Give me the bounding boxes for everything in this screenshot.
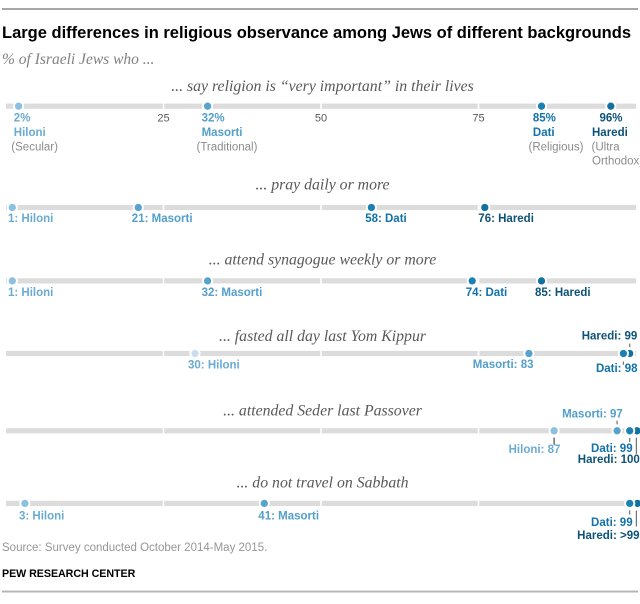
svg-text:Hiloni: Hiloni bbox=[14, 127, 46, 139]
svg-text:58: Dati: 58: Dati bbox=[365, 213, 407, 225]
svg-text:Dati: Dati bbox=[533, 127, 555, 139]
svg-text:85: Haredi: 85: Haredi bbox=[535, 287, 591, 299]
svg-text:Haredi: 99: Haredi: 99 bbox=[582, 331, 638, 343]
svg-text:76: Haredi: 76: Haredi bbox=[478, 213, 534, 225]
svg-text:PEW RESEARCH CENTER: PEW RESEARCH CENTER bbox=[2, 568, 136, 580]
svg-text:50: 50 bbox=[315, 112, 327, 124]
svg-text:2%: 2% bbox=[14, 112, 31, 124]
svg-text:30: Hiloni: 30: Hiloni bbox=[188, 360, 240, 372]
svg-text:32%: 32% bbox=[202, 112, 225, 124]
svg-text:... say religion is “very impo: ... say religion is “very important” in … bbox=[171, 78, 474, 95]
svg-text:3: Hiloni: 3: Hiloni bbox=[19, 510, 64, 522]
svg-text:Orthodox): Orthodox) bbox=[592, 155, 640, 167]
svg-text:Haredi: >99: Haredi: >99 bbox=[577, 530, 639, 542]
svg-text:Dati: 98: Dati: 98 bbox=[596, 363, 638, 375]
svg-text:... do not travel on Sabbath: ... do not travel on Sabbath bbox=[237, 474, 409, 491]
svg-text:(Traditional): (Traditional) bbox=[197, 141, 258, 153]
svg-text:(Religious): (Religious) bbox=[529, 141, 584, 153]
svg-text:Large differences in religious: Large differences in religious observanc… bbox=[2, 24, 631, 42]
svg-text:Hiloni: 87: Hiloni: 87 bbox=[509, 444, 561, 456]
svg-text:96%: 96% bbox=[600, 112, 623, 124]
svg-text:Masorti: Masorti bbox=[202, 127, 243, 139]
svg-text:85%: 85% bbox=[533, 112, 556, 124]
svg-text:Dati: 99: Dati: 99 bbox=[591, 443, 633, 455]
svg-text:32: Masorti: 32: Masorti bbox=[202, 287, 263, 299]
svg-text:25: 25 bbox=[157, 112, 169, 124]
svg-text:Masorti: 83: Masorti: 83 bbox=[473, 359, 534, 371]
svg-text:Masorti: 97: Masorti: 97 bbox=[562, 409, 623, 421]
svg-text:Haredi: 100: Haredi: 100 bbox=[578, 454, 640, 466]
svg-text:Dati: 99: Dati: 99 bbox=[591, 517, 633, 529]
svg-text:(Secular): (Secular) bbox=[11, 141, 58, 153]
svg-text:% of Israeli Jews who ...: % of Israeli Jews who ... bbox=[2, 51, 154, 68]
svg-text:1: Hiloni: 1: Hiloni bbox=[8, 213, 53, 225]
svg-text:21: Masorti: 21: Masorti bbox=[132, 213, 193, 225]
svg-text:(Ultra: (Ultra bbox=[592, 141, 621, 153]
svg-text:41: Masorti: 41: Masorti bbox=[258, 510, 319, 522]
svg-text:75: 75 bbox=[472, 112, 484, 124]
svg-text:... fasted all day last Yom Ki: ... fasted all day last Yom Kippur bbox=[219, 328, 427, 345]
svg-text:Haredi: Haredi bbox=[592, 127, 628, 139]
svg-text:... attend synagogue weekly or: ... attend synagogue weekly or more bbox=[209, 252, 437, 269]
svg-text:... attended Seder last Passov: ... attended Seder last Passover bbox=[223, 403, 423, 420]
svg-text:Source: Survey conducted Octob: Source: Survey conducted October 2014-Ma… bbox=[2, 542, 267, 554]
svg-text:1: Hiloni: 1: Hiloni bbox=[8, 287, 53, 299]
svg-text:74: Dati: 74: Dati bbox=[466, 287, 508, 299]
svg-text:... pray daily or more: ... pray daily or more bbox=[255, 177, 389, 194]
